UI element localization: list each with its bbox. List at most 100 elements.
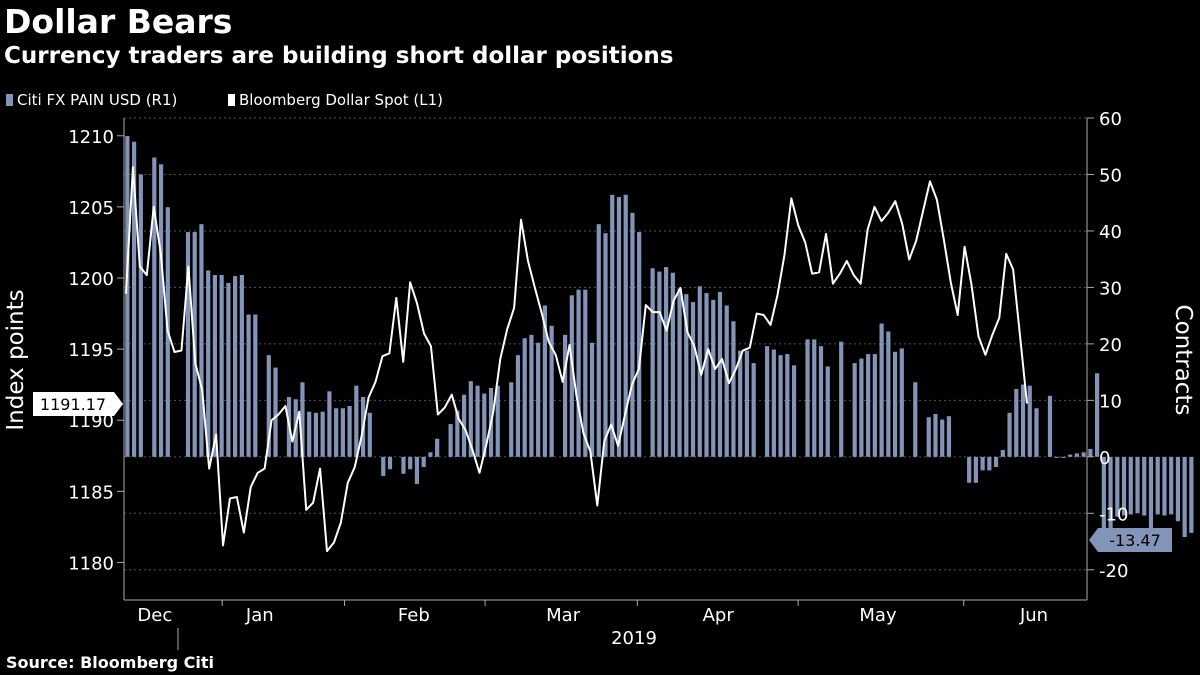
- fxpain-bar: [994, 456, 999, 467]
- x-axis-year-label: 2019: [611, 628, 657, 649]
- fxpain-bar: [1088, 448, 1093, 457]
- legend-label-dollar-spot: Bloomberg Dollar Spot (L1): [239, 91, 443, 109]
- fxpain-bar: [738, 350, 743, 457]
- right-axis-label: Contracts: [1170, 305, 1196, 416]
- fxpain-bar: [980, 456, 985, 471]
- left-tick-label: 1185: [68, 482, 114, 503]
- fxpain-bar: [576, 289, 581, 457]
- last-value-left-box: [33, 392, 123, 416]
- fxpain-bar: [334, 408, 339, 457]
- fxpain-bar: [583, 289, 588, 457]
- fxpain-bar: [690, 302, 696, 457]
- left-tick-label: 1195: [68, 340, 114, 361]
- fxpain-bar: [818, 346, 824, 457]
- fxpain-bar: [704, 293, 709, 457]
- chart-subtitle: Currency traders are building short doll…: [4, 43, 674, 69]
- fxpain-bar: [987, 456, 992, 471]
- fxpain-bar: [313, 412, 319, 457]
- fxpain-bar: [192, 232, 197, 457]
- fxpain-bar: [1027, 385, 1032, 457]
- fxpain-bar: [913, 382, 918, 457]
- fxpain-bar: [899, 348, 904, 457]
- fxpain-bar: [892, 351, 898, 457]
- x-tick-label-dec: Dec: [137, 605, 172, 626]
- fxpain-bar: [1007, 412, 1012, 457]
- bar-series: [125, 136, 1194, 552]
- fxpain-bar: [515, 355, 521, 457]
- fxpain-bar: [354, 385, 359, 457]
- fxpain-bar: [266, 355, 271, 457]
- fxpain-bar: [603, 233, 608, 457]
- fxpain-bar: [926, 417, 931, 457]
- fxpain-bar: [563, 334, 568, 457]
- source-note: Source: Bloomberg Citi: [6, 653, 215, 672]
- fxpain-bar: [414, 456, 420, 484]
- fxpain-bar: [1014, 389, 1019, 457]
- left-axis-label: Index points: [3, 289, 29, 430]
- fxpain-bar: [340, 408, 345, 457]
- right-tick-label: 10: [1099, 391, 1122, 412]
- fxpain-bar: [785, 354, 790, 457]
- x-tick-label-jun: Jun: [1019, 605, 1048, 626]
- fxpain-bar: [1081, 452, 1086, 457]
- right-tick-label: 50: [1099, 165, 1122, 186]
- fxpain-bar: [381, 456, 386, 477]
- fxpain-bar: [1074, 453, 1079, 457]
- fxpain-bar: [307, 411, 312, 457]
- right-tick-label: 60: [1099, 109, 1122, 130]
- fxpain-bar: [293, 399, 298, 457]
- right-tick-label: -20: [1099, 561, 1128, 582]
- fxpain-bar: [630, 212, 635, 457]
- fxpain-bar: [1068, 454, 1073, 457]
- fxpain-bar: [320, 411, 325, 457]
- fxpain-bar: [286, 396, 292, 457]
- fxpain-bar: [1175, 456, 1180, 522]
- fxpain-bar: [1155, 456, 1160, 515]
- fxpain-bar: [468, 381, 473, 457]
- fxpain-bar: [812, 339, 817, 457]
- left-tick-label: 1210: [68, 127, 114, 148]
- fxpain-bar: [1142, 456, 1147, 516]
- chart-title: Dollar Bears: [4, 2, 233, 41]
- x-tick-label-feb: Feb: [398, 605, 430, 626]
- fxpain-bar: [542, 305, 547, 457]
- last-value-right-callout: -13.47: [1089, 528, 1172, 552]
- fxpain-bar: [1169, 456, 1174, 515]
- fxpain-bar: [435, 438, 440, 457]
- fxpain-bar: [212, 274, 217, 457]
- fxpain-bar: [1034, 408, 1039, 457]
- fxpain-bar: [125, 136, 130, 457]
- fxpain-bar: [549, 325, 554, 457]
- fxpain-bar: [946, 416, 952, 457]
- fxpain-bar: [509, 382, 514, 457]
- right-tick-label: 30: [1099, 278, 1122, 299]
- fxpain-bar: [132, 141, 137, 457]
- fxpain-bar: [1054, 456, 1059, 458]
- fxpain-bar: [199, 224, 204, 457]
- fxpain-bar: [253, 314, 258, 457]
- fxpain-bar: [825, 366, 830, 457]
- fxpain-bar: [273, 367, 278, 457]
- left-tick-label: 1190: [68, 411, 114, 432]
- last-value-right-text: -13.47: [1109, 531, 1161, 550]
- fxpain-bar: [1115, 456, 1120, 517]
- fxpain-bar: [940, 419, 945, 457]
- grid-lines: [124, 117, 1087, 571]
- right-tick-label: 40: [1099, 222, 1122, 243]
- fxpain-bar: [158, 164, 164, 457]
- fxpain-bar: [219, 274, 224, 457]
- fxpain-bar: [866, 354, 871, 457]
- fxpain-bar: [765, 346, 770, 457]
- fxpain-bar: [872, 354, 877, 457]
- fxpain-bar: [623, 194, 628, 457]
- fxpain-bar: [610, 194, 615, 457]
- fxpain-bar: [233, 276, 238, 457]
- legend-swatch-dollar-spot: [228, 94, 235, 106]
- fxpain-bar: [852, 363, 857, 457]
- fxpain-bar: [482, 393, 487, 457]
- fxpain-bar: [1121, 456, 1127, 516]
- fxpain-bar: [152, 157, 157, 457]
- left-tick-label: 1205: [68, 198, 114, 219]
- fxpain-bar: [596, 224, 601, 457]
- fxpain-bar: [461, 394, 467, 457]
